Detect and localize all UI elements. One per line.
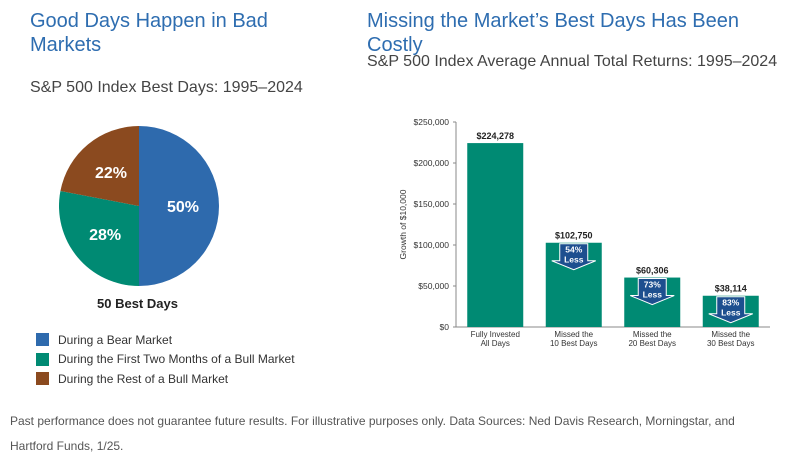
legend-swatch — [36, 333, 49, 347]
left-subtitle: S&P 500 Index Best Days: 1995–2024 — [30, 79, 303, 96]
legend-label: During the Rest of a Bull Market — [58, 371, 229, 386]
pie-slice — [60, 126, 139, 206]
x-tick-label: 10 Best Days — [550, 339, 598, 348]
pie-slice-label: 50% — [167, 199, 199, 216]
right-subtitle: S&P 500 Index Average Annual Total Retur… — [367, 53, 778, 70]
legend-label: During the First Two Months of a Bull Ma… — [58, 352, 295, 367]
bar-chart: $0 $50,000 $100,000 $150,000 $200,000 $250,00… — [398, 117, 770, 348]
y-tick-label: $250,000 — [414, 117, 450, 127]
pie-slice — [59, 191, 139, 286]
legend-item: During the Rest of a Bull Market — [36, 369, 295, 389]
y-tick-label: $200,000 — [414, 158, 450, 168]
reduction-word: Less — [643, 290, 663, 300]
reduction-arrow — [630, 278, 675, 306]
pie-legend: During a Bear Market During the First Two… — [36, 330, 295, 389]
x-tick-label: Fully Invested — [471, 330, 520, 339]
y-tick-label: $50,000 — [418, 281, 449, 291]
x-tick-label: 30 Best Days — [707, 339, 755, 348]
x-tick-label: Missed the — [711, 330, 750, 339]
x-tick-label: Missed the — [554, 330, 593, 339]
legend-label: During a Bear Market — [58, 332, 173, 347]
pie-chart: 50% 28% 22% — [59, 126, 219, 286]
reduction-percent: 73% — [644, 280, 661, 290]
legend-swatch — [36, 372, 49, 386]
pie-caption: 50 Best Days — [97, 296, 178, 311]
pie-slice-label: 22% — [95, 165, 127, 182]
y-axis-label: Growth of $10,000 — [398, 189, 408, 259]
legend-item: During a Bear Market — [36, 330, 295, 350]
reduction-word: Less — [721, 308, 741, 318]
bar-value-label: $38,114 — [715, 284, 747, 294]
bar-value-label: $102,750 — [555, 231, 593, 241]
y-tick-label: $0 — [440, 322, 450, 332]
left-title: Good Days Happen in Bad Markets — [30, 10, 268, 56]
reduction-percent: 83% — [722, 298, 739, 308]
legend-item: During the First Two Months of a Bull Ma… — [36, 350, 295, 370]
reduction-arrow — [708, 296, 753, 324]
bar-value-label: $224,278 — [476, 131, 514, 141]
reduction-word: Less — [564, 255, 584, 265]
y-tick-label: $150,000 — [414, 199, 450, 209]
x-tick-label: All Days — [481, 339, 510, 348]
legend-swatch — [36, 352, 49, 366]
reduction-percent: 54% — [565, 245, 582, 255]
pie-slice-label: 28% — [89, 227, 121, 244]
bar — [467, 143, 524, 327]
x-tick-label: 20 Best Days — [628, 339, 676, 348]
x-tick-label: Missed the — [633, 330, 672, 339]
footnote: Past performance does not guarantee futu… — [10, 414, 735, 453]
pie-slice — [139, 126, 219, 286]
y-tick-label: $100,000 — [414, 240, 450, 250]
bar-value-label: $60,306 — [636, 266, 669, 276]
right-title: Missing the Market’s Best Days Has Been … — [367, 10, 740, 56]
reduction-arrow — [551, 243, 596, 271]
